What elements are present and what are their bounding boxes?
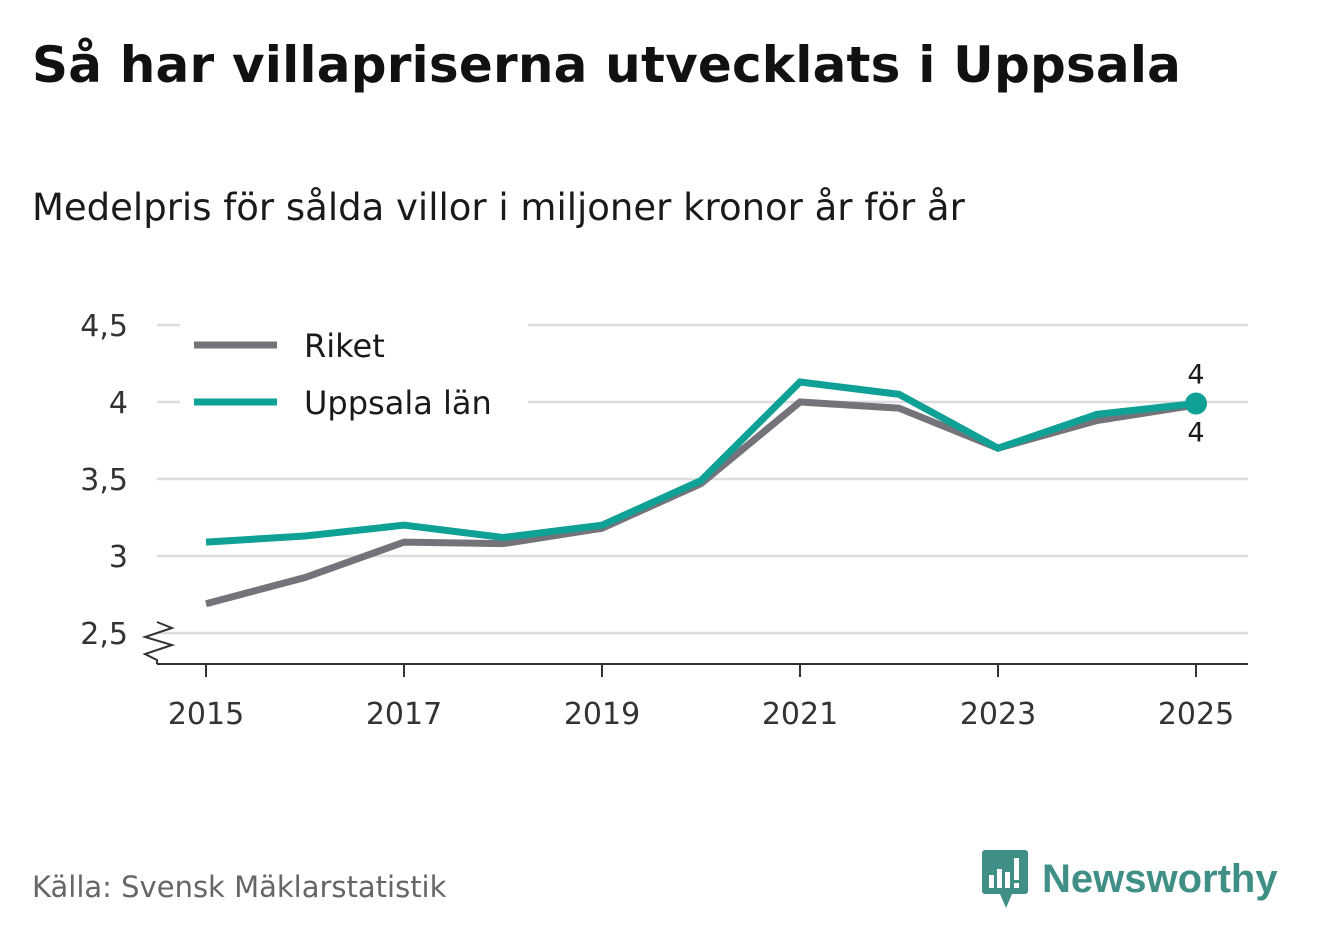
labels: 44 bbox=[1187, 360, 1204, 449]
x-tick-label: 2025 bbox=[1158, 697, 1234, 732]
legend-label-uppsala: Uppsala län bbox=[304, 384, 492, 422]
chart-title: Så har villapriserna utvecklats i Uppsal… bbox=[32, 36, 1182, 94]
legend-label-riket: Riket bbox=[304, 327, 385, 365]
y-tick-label: 3,5 bbox=[80, 463, 128, 498]
y-axis-break-icon bbox=[141, 621, 176, 664]
series-line-uppsala bbox=[205, 378, 1197, 546]
x-tick-label: 2015 bbox=[168, 697, 244, 732]
x-tick-label: 2021 bbox=[762, 697, 838, 732]
end-label-uppsala: 4 bbox=[1187, 360, 1204, 391]
x-tick-label: 2019 bbox=[564, 697, 640, 732]
y-tick-label: 4 bbox=[109, 386, 128, 421]
source-note: Källa: Svensk Mäklarstatistik bbox=[32, 870, 447, 904]
legend: Riket Uppsala län bbox=[180, 323, 528, 439]
axes: 2,5 3 3,5 4 4,5 2015 2017 2019 2021 2023 2025 bbox=[80, 309, 1248, 732]
x-tick-label: 2023 bbox=[960, 697, 1036, 732]
brand-name: Newsworthy bbox=[1042, 856, 1278, 901]
brand-logo: Newsworthy bbox=[980, 848, 1278, 910]
end-point-marker bbox=[1185, 392, 1207, 415]
series bbox=[205, 378, 1207, 608]
y-tick-label: 4,5 bbox=[80, 309, 128, 344]
x-tick-label: 2017 bbox=[366, 697, 442, 732]
y-tick-label: 3 bbox=[109, 540, 128, 575]
y-tick-label: 2,5 bbox=[80, 617, 128, 652]
end-label-riket: 4 bbox=[1187, 418, 1204, 449]
newsworthy-logo-icon bbox=[982, 850, 1028, 908]
chart-subtitle: Medelpris för sålda villor i miljoner kr… bbox=[32, 186, 965, 229]
